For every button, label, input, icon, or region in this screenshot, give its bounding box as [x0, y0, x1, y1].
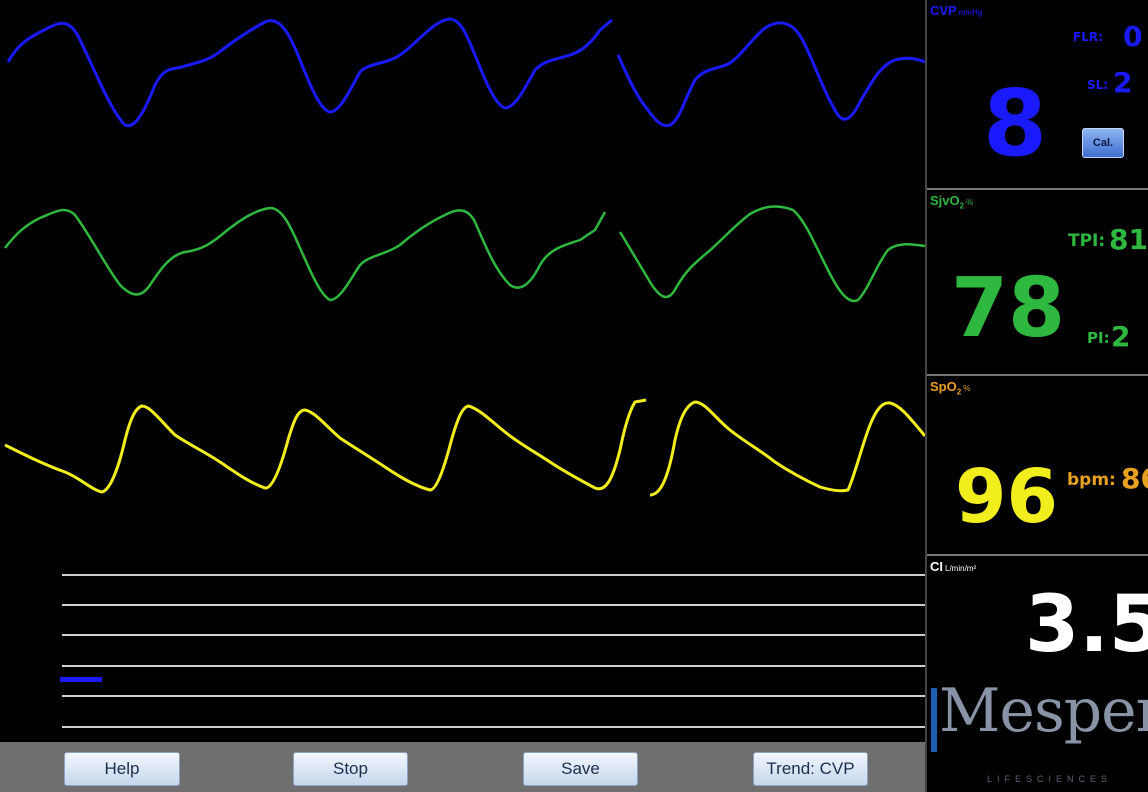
- waveform-area: [4, 17, 925, 497]
- spo2-label: SpO2%: [930, 379, 970, 397]
- sjvo2-unit: %: [966, 198, 974, 207]
- cvp-value: 8: [983, 70, 1048, 177]
- bpm-label: bpm:: [1067, 470, 1116, 490]
- bpm-value: 86: [1121, 462, 1148, 495]
- sjvo2-waveform-2: [618, 205, 925, 303]
- trend-gridline: [62, 634, 925, 636]
- ci-label: CI L/min/m²: [930, 559, 976, 574]
- stop-button[interactable]: Stop: [293, 752, 408, 786]
- ci-section: CI L/min/m² 3.5: [927, 556, 1148, 670]
- trend-gridline: [62, 665, 925, 667]
- trend-gridline: [62, 695, 925, 697]
- trend-gridline: [62, 604, 925, 606]
- sl-label: SL:: [1087, 78, 1109, 92]
- logo-wordmark: Mespere: [939, 676, 1148, 746]
- logo-subtext: LIFESCIENCES: [987, 774, 1113, 784]
- cvp-label-text: CVP: [930, 3, 957, 18]
- pi-value: 2: [1111, 320, 1131, 353]
- sjvo2-value: 78: [951, 261, 1066, 356]
- spo2-value: 96: [955, 454, 1058, 540]
- sjvo2-subscript: 2: [959, 201, 965, 211]
- spo2-waveform: [4, 398, 647, 494]
- flr-value: 0: [1123, 20, 1143, 53]
- save-button[interactable]: Save: [523, 752, 638, 786]
- flr-label: FLR:: [1073, 30, 1103, 44]
- cvp-waveform-2: [616, 21, 925, 128]
- cvp-section: CVP mmHg FLR: 0 SL: 2 8 Cal.: [927, 0, 1148, 190]
- ci-unit: L/min/m²: [945, 564, 977, 573]
- trend-cvp-button[interactable]: Trend: CVP: [753, 752, 868, 786]
- vitals-panel: CVP mmHg FLR: 0 SL: 2 8 Cal. SjvO2% TPI: …: [925, 0, 1148, 792]
- logo-accent-bar: [931, 688, 937, 752]
- button-bar: Help Stop Save Trend: CVP: [0, 742, 925, 792]
- pi-label: PI:: [1087, 329, 1110, 347]
- trend-chart: [0, 560, 925, 742]
- trend-gridline: [62, 574, 925, 576]
- cvp-waveform: [6, 17, 613, 128]
- mespere-logo: Mespere LIFESCIENCES: [927, 670, 1148, 792]
- trend-gridline: [62, 726, 925, 728]
- sjvo2-waveform: [4, 206, 607, 302]
- spo2-subscript: 2: [956, 387, 962, 397]
- sl-value: 2: [1113, 66, 1133, 99]
- ci-label-text: CI: [930, 559, 943, 574]
- tpi-label: TPI:: [1068, 231, 1106, 251]
- cvp-unit: mmHg: [958, 8, 983, 17]
- tpi-value: 81: [1109, 223, 1148, 256]
- spo2-unit: %: [963, 384, 971, 393]
- trend-value-bar: [60, 677, 102, 682]
- sjvo2-label-text: SjvO: [930, 193, 960, 208]
- sjvo2-label: SjvO2%: [930, 193, 973, 211]
- ci-value: 3.5: [1025, 580, 1148, 670]
- cvp-label: CVP mmHg: [930, 3, 982, 18]
- spo2-section: SpO2% bpm: 86 96: [927, 376, 1148, 556]
- cal-button[interactable]: Cal.: [1082, 128, 1124, 158]
- sjvo2-section: SjvO2% TPI: 81 PI: 2 78: [927, 190, 1148, 376]
- spo2-waveform-2: [649, 400, 925, 497]
- help-button[interactable]: Help: [64, 752, 180, 786]
- spo2-label-text: SpO: [930, 379, 957, 394]
